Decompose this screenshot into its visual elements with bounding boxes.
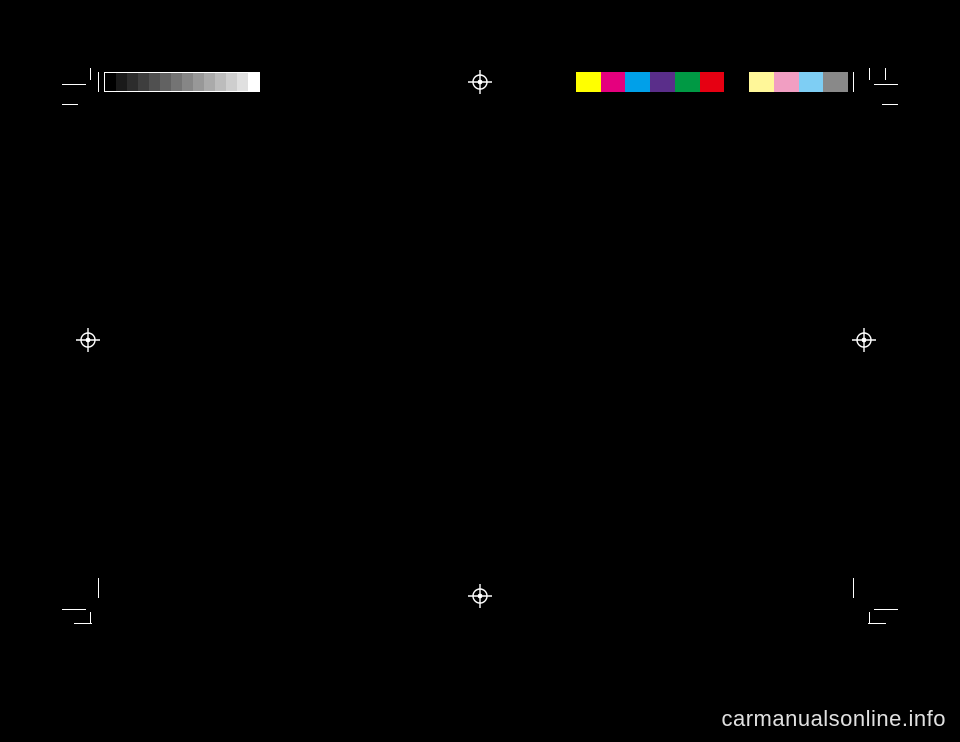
color-swatch — [576, 72, 601, 92]
color-swatch — [823, 72, 848, 92]
color-swatch — [650, 72, 675, 92]
grayscale-swatch — [105, 73, 116, 91]
crop-marks-top-right — [866, 68, 898, 100]
grayscale-swatch — [226, 73, 237, 91]
grayscale-swatch — [138, 73, 149, 91]
grayscale-swatch — [248, 73, 259, 91]
color-swatch — [749, 72, 774, 92]
grayscale-swatch — [182, 73, 193, 91]
registration-mark-top — [468, 70, 492, 94]
registration-mark-left — [76, 328, 100, 352]
grayscale-swatch — [237, 73, 248, 91]
grayscale-swatch — [116, 73, 127, 91]
color-calibration-strip — [576, 72, 848, 92]
print-proof-page: carmanualsonline.info — [0, 0, 960, 742]
inner-tick-bottom-left — [98, 578, 99, 598]
grayscale-swatch — [149, 73, 160, 91]
color-swatch — [700, 72, 725, 92]
grayscale-swatch — [193, 73, 204, 91]
crop-marks-bottom-left — [62, 592, 94, 624]
inner-tick-top-left — [98, 72, 99, 92]
grayscale-swatch — [171, 73, 182, 91]
color-swatch — [601, 72, 626, 92]
grayscale-swatch — [160, 73, 171, 91]
grayscale-calibration-strip — [104, 72, 260, 92]
crop-marks-top-left — [62, 68, 94, 100]
color-swatch — [675, 72, 700, 92]
crop-marks-bottom-right — [866, 592, 898, 624]
color-swatch — [724, 72, 749, 92]
color-swatch — [625, 72, 650, 92]
grayscale-swatch — [127, 73, 138, 91]
inner-tick-top-right — [853, 72, 854, 92]
watermark-text: carmanualsonline.info — [721, 706, 946, 732]
grayscale-swatch — [204, 73, 215, 91]
registration-mark-right — [852, 328, 876, 352]
grayscale-swatch — [215, 73, 226, 91]
color-swatch — [774, 72, 799, 92]
registration-mark-bottom — [468, 584, 492, 608]
color-swatch — [799, 72, 824, 92]
inner-tick-bottom-right — [853, 578, 854, 598]
